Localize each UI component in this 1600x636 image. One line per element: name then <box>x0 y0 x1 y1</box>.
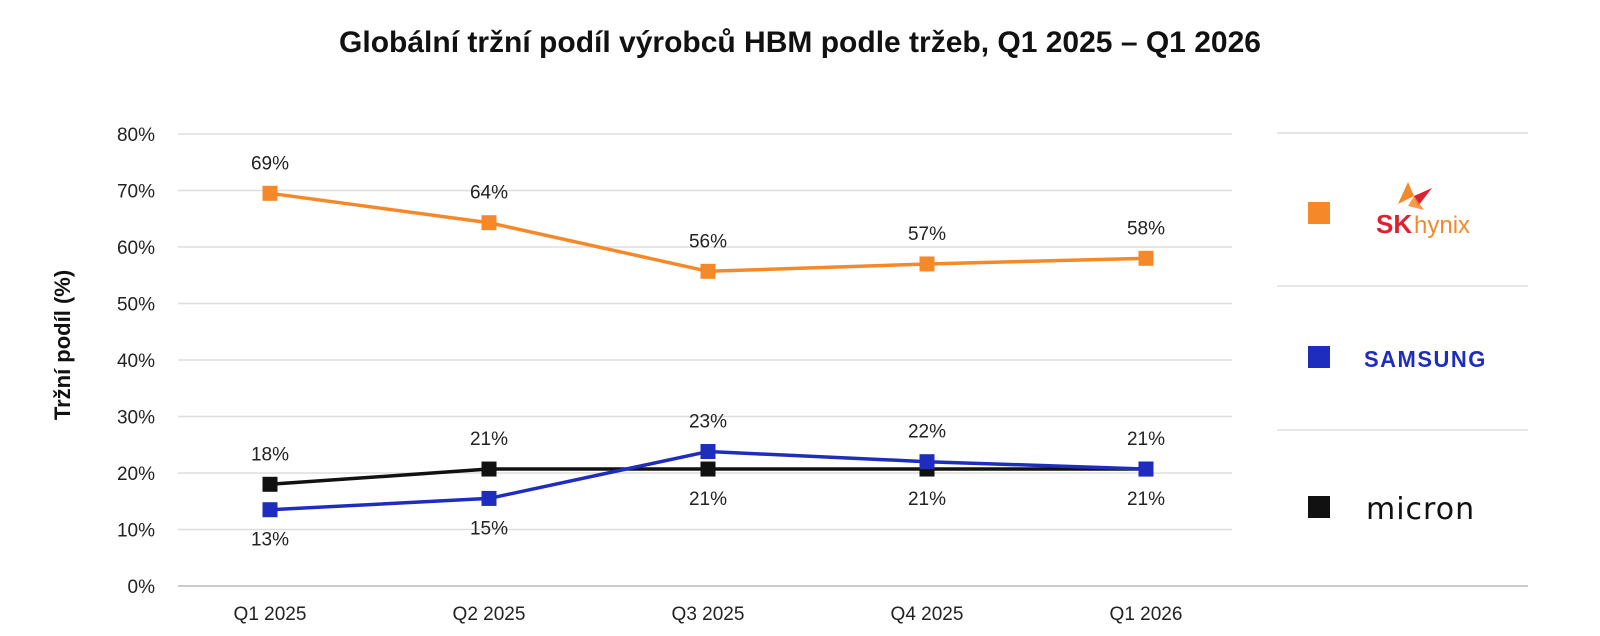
data-label-micron: 21% <box>689 489 727 510</box>
data-point-samsung <box>262 502 278 518</box>
x-tick-label: Q3 2025 <box>672 604 745 625</box>
y-tick-label: 10% <box>117 521 155 542</box>
label-layer: 69% 64% 56% 57% 58% 13% 15% 23% 22% 21% 18% 21% 21% 2… <box>251 153 1165 550</box>
data-label-sk-hynix: 56% <box>689 231 727 252</box>
data-label-sk-hynix: 58% <box>1127 218 1165 239</box>
x-tick-label: Q2 2025 <box>453 604 526 625</box>
data-label-samsung: 23% <box>689 412 727 433</box>
y-tick-label: 30% <box>117 408 155 429</box>
data-label-micron: 21% <box>908 489 946 510</box>
legend-marker-sk-hynix <box>1308 202 1330 224</box>
data-label-samsung: 22% <box>908 422 946 443</box>
data-point-micron <box>481 461 497 477</box>
y-tick-label: 20% <box>117 464 155 485</box>
legend-logo-micron: micron <box>1366 492 1475 527</box>
data-label-samsung: 15% <box>470 518 508 539</box>
legend-entry-sk-hynix: SK hynix <box>1308 182 1470 239</box>
data-point-samsung <box>481 490 497 506</box>
data-label-micron: 21% <box>1127 489 1165 510</box>
data-point-samsung <box>700 444 716 460</box>
data-label-samsung: 13% <box>251 530 289 551</box>
x-tick-label: Q1 2026 <box>1110 604 1183 625</box>
y-axis-title: Tržní podíl (%) <box>50 270 75 420</box>
data-point-sk-hynix <box>481 215 497 231</box>
data-point-micron <box>700 461 716 477</box>
legend-logo-hynix: hynix <box>1414 212 1470 239</box>
legend-entry-samsung: SAMSUNG <box>1308 346 1487 373</box>
series-layer <box>262 185 1154 518</box>
legend-entry-micron: micron <box>1308 492 1475 527</box>
axis-layer: 0% 10% 20% 30% 40% 50% 60% 70% 80% Q1 2025 Q2 2025… <box>117 125 1182 625</box>
data-label-sk-hynix: 57% <box>908 224 946 245</box>
y-tick-label: 40% <box>117 351 155 372</box>
data-point-sk-hynix <box>700 263 716 279</box>
y-tick-label: 0% <box>128 577 156 598</box>
data-point-micron <box>262 476 278 492</box>
y-tick-label: 60% <box>117 238 155 259</box>
chart-title: Globální tržní podíl výrobců HBM podle t… <box>339 26 1261 59</box>
data-point-samsung <box>919 454 935 470</box>
y-tick-label: 70% <box>117 182 155 203</box>
y-tick-label: 80% <box>117 125 155 146</box>
data-label-sk-hynix: 64% <box>470 183 508 204</box>
y-tick-label: 50% <box>117 295 155 316</box>
data-point-sk-hynix <box>262 185 278 201</box>
x-tick-label: Q4 2025 <box>891 604 964 625</box>
data-label-sk-hynix: 69% <box>251 153 289 174</box>
data-label-samsung: 21% <box>1127 429 1165 450</box>
data-point-samsung <box>1138 461 1154 477</box>
data-label-micron: 21% <box>470 429 508 450</box>
legend-marker-micron <box>1308 496 1330 518</box>
data-point-sk-hynix <box>919 256 935 272</box>
legend-marker-samsung <box>1308 346 1330 368</box>
x-tick-label: Q1 2025 <box>234 604 307 625</box>
legend-logo-samsung: SAMSUNG <box>1364 347 1487 373</box>
legend-logo-sk: SK <box>1376 209 1412 239</box>
sk-hynix-butterfly-icon <box>1398 182 1432 210</box>
legend: SK hynix SAMSUNG micron <box>1277 132 1528 527</box>
data-label-micron: 18% <box>251 444 289 465</box>
data-point-sk-hynix <box>1138 250 1154 266</box>
